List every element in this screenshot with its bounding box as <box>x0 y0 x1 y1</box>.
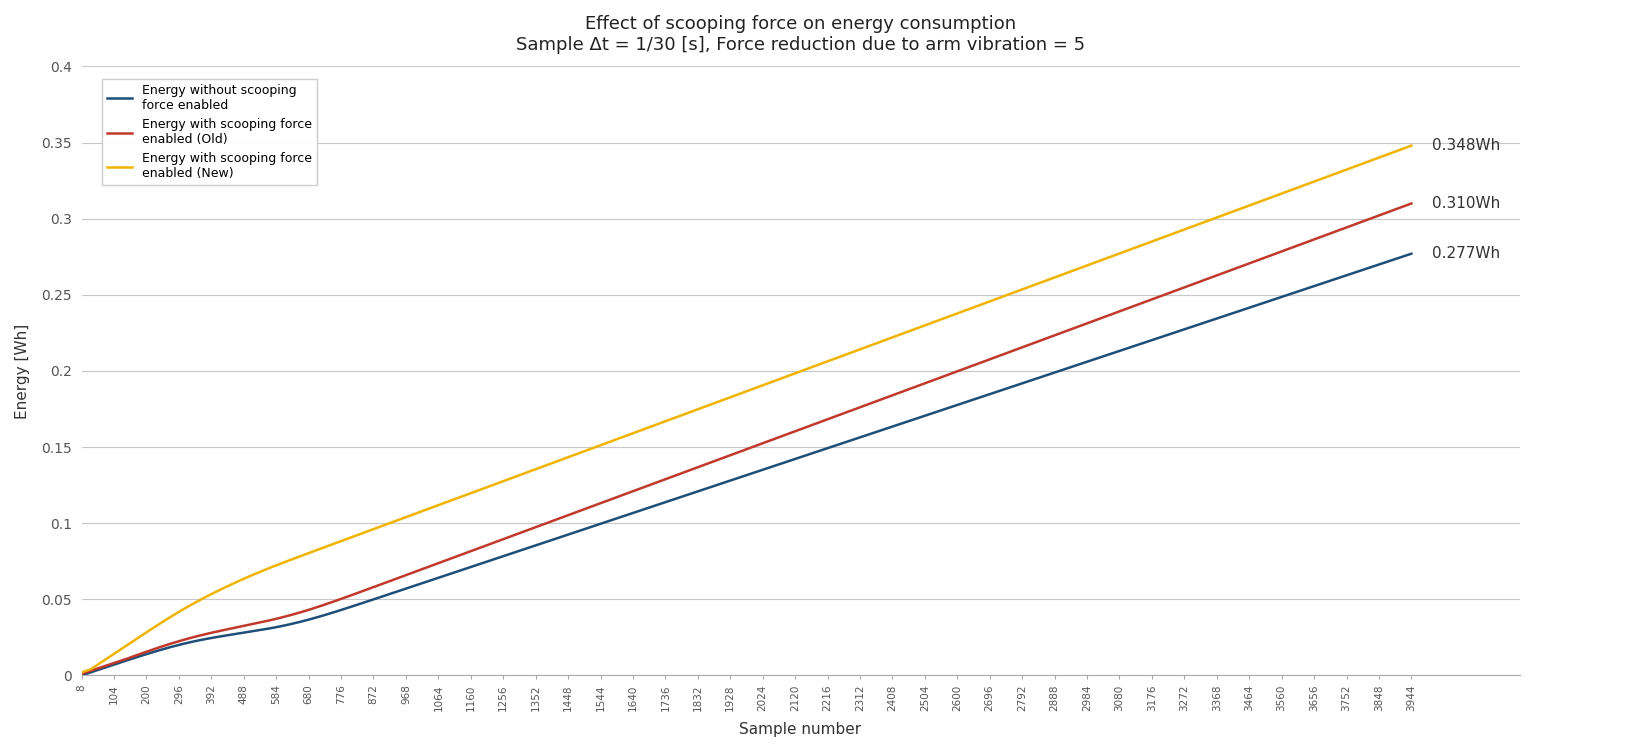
Energy with scooping force
enabled (New) <box>1401 141 1421 150</box>
Text: 0.277Wh: 0.277Wh <box>1432 246 1500 261</box>
Energy with scooping force
enabled (New) <box>843 347 863 356</box>
Energy with scooping force
enabled (New) <box>153 617 173 626</box>
Energy without scooping
force enabled <box>843 435 863 444</box>
Energy without scooping
force enabled <box>919 410 939 419</box>
Energy with scooping force
enabled (Old) <box>1401 199 1421 208</box>
Energy with scooping force
enabled (New) <box>879 334 899 343</box>
Energy without scooping
force enabled <box>879 423 899 432</box>
Text: 0.310Wh: 0.310Wh <box>1432 196 1500 211</box>
Legend: Energy without scooping
force enabled, Energy with scooping force
enabled (Old),: Energy without scooping force enabled, E… <box>102 79 317 185</box>
X-axis label: Sample number: Sample number <box>739 722 861 737</box>
Energy with scooping force
enabled (Old) <box>879 392 899 401</box>
Energy with scooping force
enabled (New) <box>919 320 939 329</box>
Energy without scooping
force enabled <box>1081 356 1101 365</box>
Energy with scooping force
enabled (Old) <box>71 669 91 678</box>
Energy with scooping force
enabled (New) <box>1216 209 1236 218</box>
Energy without scooping
force enabled <box>1216 311 1236 320</box>
Energy without scooping
force enabled <box>153 644 173 653</box>
Energy with scooping force
enabled (New) <box>1081 259 1101 268</box>
Y-axis label: Energy [Wh]: Energy [Wh] <box>15 323 30 419</box>
Line: Energy with scooping force
enabled (New): Energy with scooping force enabled (New) <box>81 146 1411 672</box>
Energy with scooping force
enabled (Old) <box>843 405 863 414</box>
Text: 0.348Wh: 0.348Wh <box>1432 138 1500 153</box>
Energy with scooping force
enabled (New) <box>71 668 91 677</box>
Energy with scooping force
enabled (Old) <box>1081 317 1101 326</box>
Energy without scooping
force enabled <box>1401 249 1421 258</box>
Line: Energy with scooping force
enabled (Old): Energy with scooping force enabled (Old) <box>81 204 1411 674</box>
Line: Energy without scooping
force enabled: Energy without scooping force enabled <box>81 253 1411 675</box>
Energy with scooping force
enabled (Old) <box>1216 267 1236 276</box>
Energy with scooping force
enabled (Old) <box>919 378 939 387</box>
Title: Effect of scooping force on energy consumption
Sample Δt = 1/30 [s], Force reduc: Effect of scooping force on energy consu… <box>516 15 1086 54</box>
Energy without scooping
force enabled <box>71 671 91 680</box>
Energy with scooping force
enabled (Old) <box>153 641 173 650</box>
